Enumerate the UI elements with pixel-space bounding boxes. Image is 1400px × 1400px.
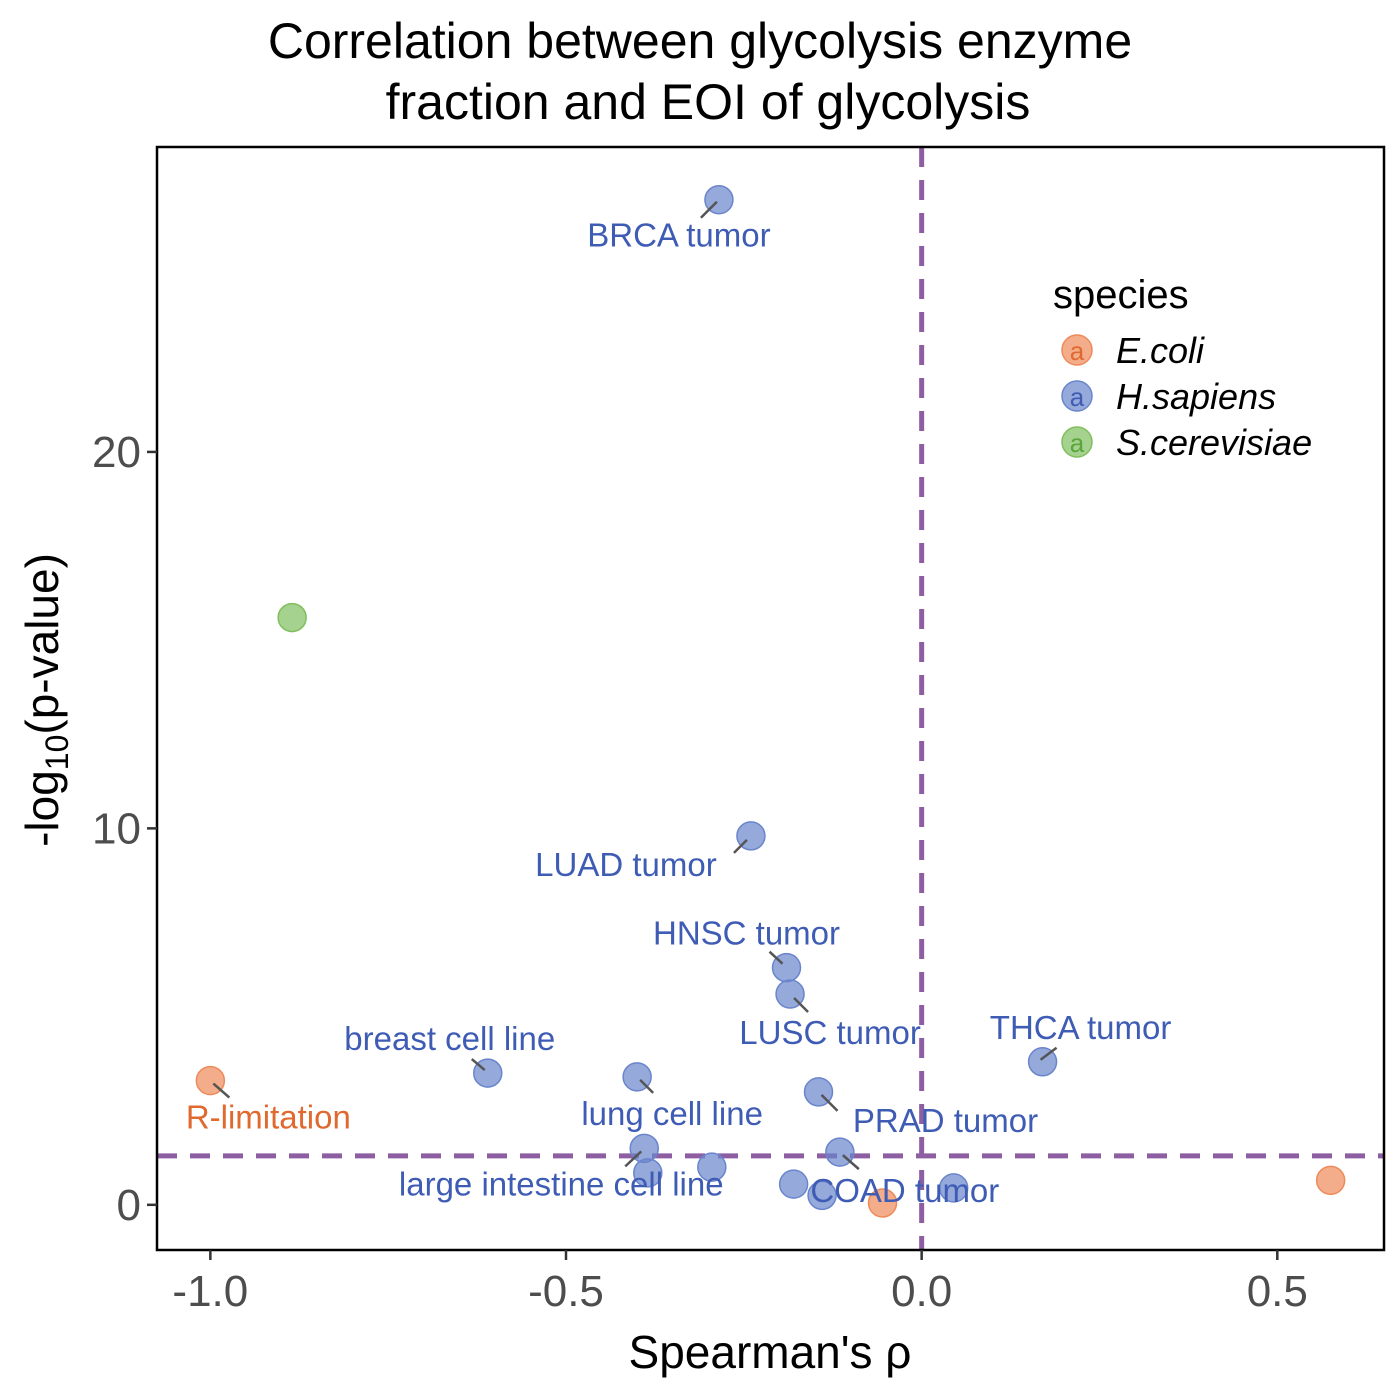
- legend-key-s-cerevisiae: [1061, 426, 1093, 458]
- plot-border: [155, 145, 1386, 1252]
- label-leader-line: [700, 200, 718, 219]
- data-point: [633, 1158, 663, 1188]
- label-leader-line: [470, 1058, 486, 1072]
- point-label: lung cell line: [581, 1095, 763, 1132]
- data-point: [938, 1173, 969, 1203]
- legend-key-glyph: a: [1070, 336, 1085, 366]
- label-leader-line: [768, 950, 784, 965]
- legend: species a E.coli a H.sapiens a S.cerevisiae: [1053, 273, 1312, 463]
- chart-title: Correlation between glycolysis enzyme fr…: [268, 13, 1132, 130]
- plot-area: BRCA tumor LUAD tumor HNSC tumor LUSC tumor…: [92, 145, 1386, 1316]
- data-point: [778, 1169, 809, 1199]
- legend-label: H.sapiens: [1116, 376, 1276, 417]
- label-leader-line: [820, 1094, 839, 1112]
- y-axis-title-subscript: 10: [39, 735, 75, 771]
- legend-label: E.coli: [1116, 330, 1205, 371]
- label-leader-line: [1039, 1046, 1058, 1061]
- y-axis-title-prefix: -log: [16, 770, 68, 847]
- x-axis-tick-label: 0.5: [1247, 1267, 1308, 1316]
- label-leader-line: [842, 1154, 860, 1171]
- label-leader-line: [639, 1078, 655, 1094]
- y-axis-tick-label: 10: [92, 804, 141, 853]
- label-leader-line: [212, 1082, 231, 1099]
- chart-title-line-1: Correlation between glycolysis enzyme: [268, 13, 1132, 69]
- point-label: large intestine cell line: [399, 1165, 724, 1202]
- legend-title: species: [1053, 273, 1189, 317]
- y-axis-tick-label: 20: [92, 428, 141, 477]
- x-axis-tick-label: 0.0: [891, 1267, 952, 1316]
- legend-key-e-coli: [1061, 334, 1093, 366]
- label-leader-line: [793, 997, 809, 1013]
- point-label: R-limitation: [186, 1099, 351, 1136]
- point-label: BRCA tumor: [587, 217, 770, 254]
- data-point: [1027, 1047, 1058, 1077]
- point-label: HNSC tumor: [653, 915, 840, 952]
- legend-key-h-sapiens: [1061, 380, 1093, 412]
- point-label: PRAD tumor: [853, 1102, 1038, 1139]
- data-point: [1315, 1165, 1346, 1196]
- data-point: [697, 1152, 727, 1182]
- point-label: breast cell line: [344, 1020, 555, 1057]
- legend-key-glyph: a: [1070, 382, 1085, 412]
- label-leader-line: [624, 1150, 643, 1168]
- point-label: LUAD tumor: [535, 846, 717, 883]
- legend-key-glyph: a: [1070, 428, 1085, 458]
- label-leader-line: [733, 839, 748, 854]
- data-point: [277, 602, 307, 633]
- x-axis-tick-label: -1.0: [172, 1267, 248, 1316]
- point-label: LUSC tumor: [739, 1014, 921, 1051]
- y-axis-tick-label: 0: [117, 1181, 141, 1230]
- x-axis-tick-label: -0.5: [528, 1267, 604, 1316]
- point-label: COAD tumor: [810, 1172, 999, 1209]
- y-axis-title-suffix: (p-value): [16, 553, 68, 735]
- chart-title-line-2: fraction and EOI of glycolysis: [386, 74, 1031, 130]
- legend-label: S.cerevisiae: [1116, 422, 1312, 463]
- data-point: [807, 1180, 837, 1211]
- data-point: [867, 1188, 898, 1218]
- y-axis-title: -log10(p-value): [16, 553, 75, 847]
- point-label: THCA tumor: [990, 1009, 1172, 1046]
- x-axis-title: Spearman's ρ: [629, 1326, 912, 1378]
